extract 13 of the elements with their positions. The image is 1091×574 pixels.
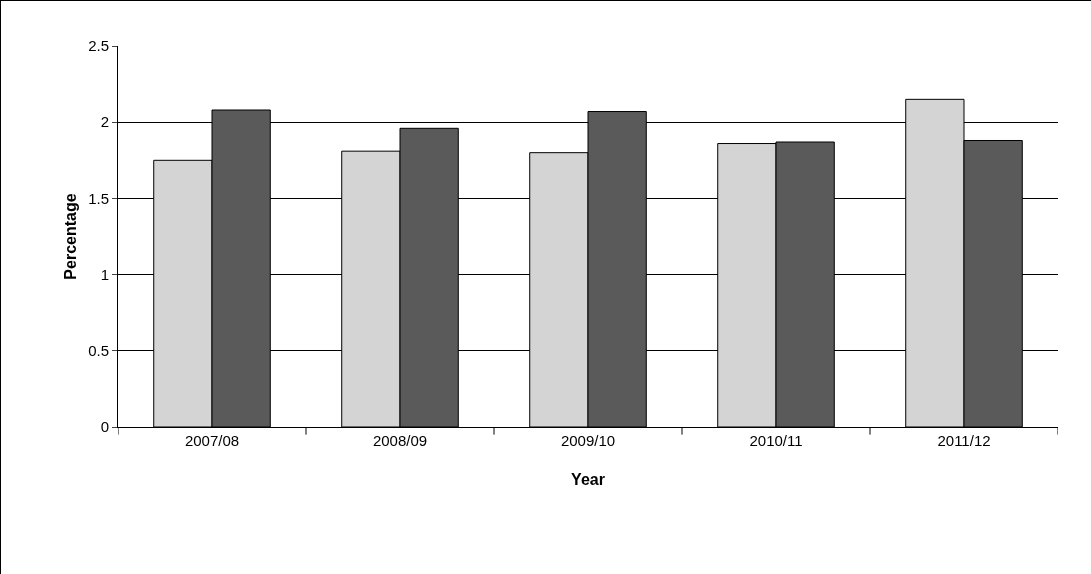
x-tick-label: 2008/09	[372, 432, 428, 449]
x-tick-label: 2011/12	[937, 432, 991, 449]
y-axis-title: Percentage	[62, 193, 79, 280]
y-tick-label: 2	[100, 113, 109, 131]
x-tick-label: 2007/08	[184, 432, 240, 449]
y-tick-label: 1.5	[88, 189, 109, 207]
x-axis-title: Year	[571, 471, 605, 488]
y-tick-label: 0.5	[88, 342, 109, 360]
y-tick-label: 0	[100, 418, 109, 436]
y-tick-label: 1	[100, 265, 109, 283]
y-tick-label: 2.5	[88, 37, 109, 55]
x-tick-label: 2010/11	[749, 432, 803, 449]
x-tick-label: 2009/10	[560, 432, 616, 449]
